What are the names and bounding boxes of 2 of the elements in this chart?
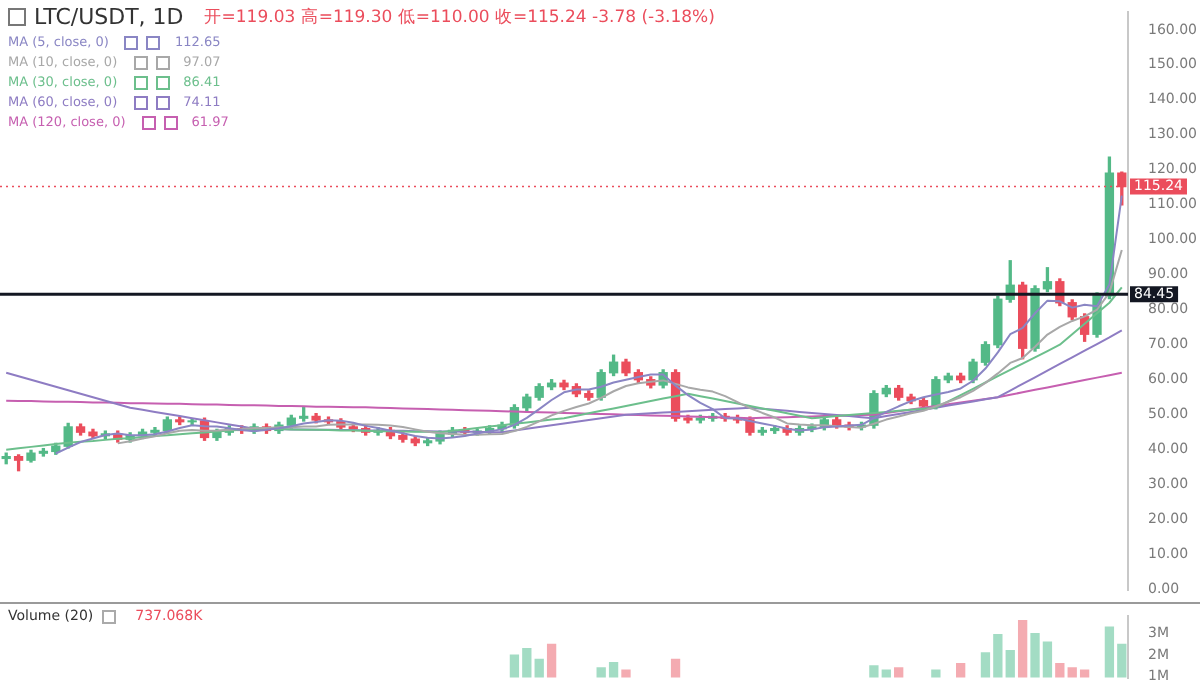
annotation: 开=119.03 高=119.30 低=110.00 收=115.24 -3.78 (-3.18%) <box>203 5 715 29</box>
chart-title: LTC/USDT, 1D <box>34 4 184 30</box>
